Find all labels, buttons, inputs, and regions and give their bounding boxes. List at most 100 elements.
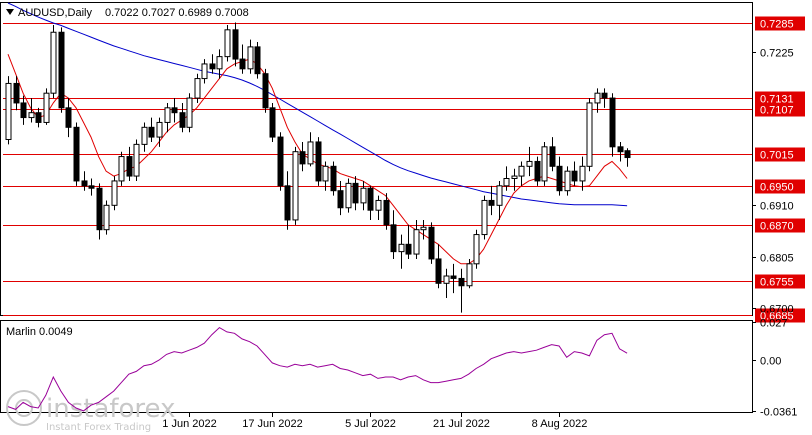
candle-body (179, 112, 186, 128)
candle-body (367, 187, 374, 211)
candle-body (420, 226, 427, 231)
candle (556, 156, 563, 196)
candle-body (224, 29, 231, 58)
candle-body (594, 92, 601, 104)
candle-body (466, 263, 473, 287)
candle-body (171, 107, 178, 114)
candle (503, 166, 510, 191)
level-label-bg (755, 274, 805, 289)
candle (269, 102, 276, 142)
candle-body (126, 156, 133, 177)
time-tick-label: 8 Aug 2022 (532, 418, 588, 430)
candle-body (292, 151, 299, 221)
candle (20, 95, 27, 125)
candle (96, 183, 103, 240)
candle-body (398, 243, 405, 253)
candle (5, 76, 12, 145)
candle-body (164, 107, 171, 123)
candle-body (458, 277, 465, 287)
candle (526, 146, 533, 177)
ma-slow-line (7, 2, 628, 207)
candle-body (20, 102, 27, 119)
candle (488, 185, 495, 216)
candle (428, 222, 435, 264)
candle (435, 244, 442, 289)
candle-body (277, 136, 284, 187)
candle-body (481, 199, 488, 236)
time-tick-label: 21 Jul 2022 (433, 418, 490, 430)
candle-body (609, 97, 616, 148)
candle-body (488, 199, 495, 206)
candle-body (413, 229, 420, 255)
candle-body (28, 112, 35, 119)
level-label: 0.6685 (760, 311, 794, 323)
candle (81, 171, 88, 191)
candle (413, 219, 420, 259)
candle-body (65, 107, 72, 128)
time-tick-label: 17 Jun 2022 (242, 418, 303, 430)
candle-body (58, 31, 65, 109)
candle-body (473, 234, 480, 265)
candle (43, 88, 50, 125)
candle (390, 210, 397, 259)
collapse-triangle-icon[interactable] (6, 9, 14, 15)
candle (579, 156, 586, 191)
candle (254, 42, 261, 79)
candle-body (209, 63, 216, 70)
candle-body (345, 182, 352, 209)
candle-body (111, 180, 118, 206)
candle (156, 117, 163, 147)
candle (209, 54, 216, 74)
ma-slow-layer (7, 2, 628, 207)
candle (126, 146, 133, 181)
candle (28, 98, 35, 123)
candle-body (232, 29, 239, 60)
candle-body (103, 204, 110, 231)
candle-body (133, 143, 140, 177)
candle (284, 171, 291, 230)
oscillator-axis: 0.027 0.00 -0.0361 (752, 318, 797, 419)
candle (337, 180, 344, 216)
candle-body (579, 165, 586, 182)
candle-body (148, 126, 155, 138)
candle-body (50, 31, 57, 94)
candle (111, 176, 118, 211)
candle-body (13, 82, 20, 104)
candle (352, 176, 359, 211)
candle (375, 195, 382, 220)
oscillator-tick-label: 0.00 (760, 356, 781, 368)
candle (179, 102, 186, 133)
candle-body (254, 46, 261, 75)
candle-body (435, 258, 442, 284)
candle (534, 156, 541, 186)
level-label-bg (755, 102, 805, 117)
candle-body (315, 141, 322, 182)
candle (65, 98, 72, 138)
watermark-logo-inner-icon (15, 399, 33, 417)
candle (549, 137, 556, 172)
oscillator-title: Marlin 0.0049 (6, 326, 73, 338)
level-label: 0.7015 (760, 150, 794, 162)
candle-body (269, 107, 276, 138)
candle (360, 180, 367, 211)
candle-body (247, 46, 254, 70)
level-label: 0.6870 (760, 221, 794, 233)
candle-body (201, 63, 208, 80)
candle-body (518, 165, 525, 177)
candle (458, 268, 465, 313)
candle-body (624, 150, 631, 159)
candle-body (81, 180, 88, 187)
ohlc-readout: 0.7022 0.7027 0.6989 0.7008 (105, 7, 249, 19)
candle (564, 166, 571, 196)
symbol-label: AUDUSD,Daily (18, 7, 92, 19)
candle (232, 22, 239, 67)
level-label-bg (755, 16, 805, 31)
candle-body (186, 97, 193, 128)
candle-body (73, 126, 80, 182)
candle (398, 234, 405, 269)
level-label-bg (755, 179, 805, 194)
level-label-bg (755, 147, 805, 162)
candle-body (556, 165, 563, 192)
candle (164, 102, 171, 133)
